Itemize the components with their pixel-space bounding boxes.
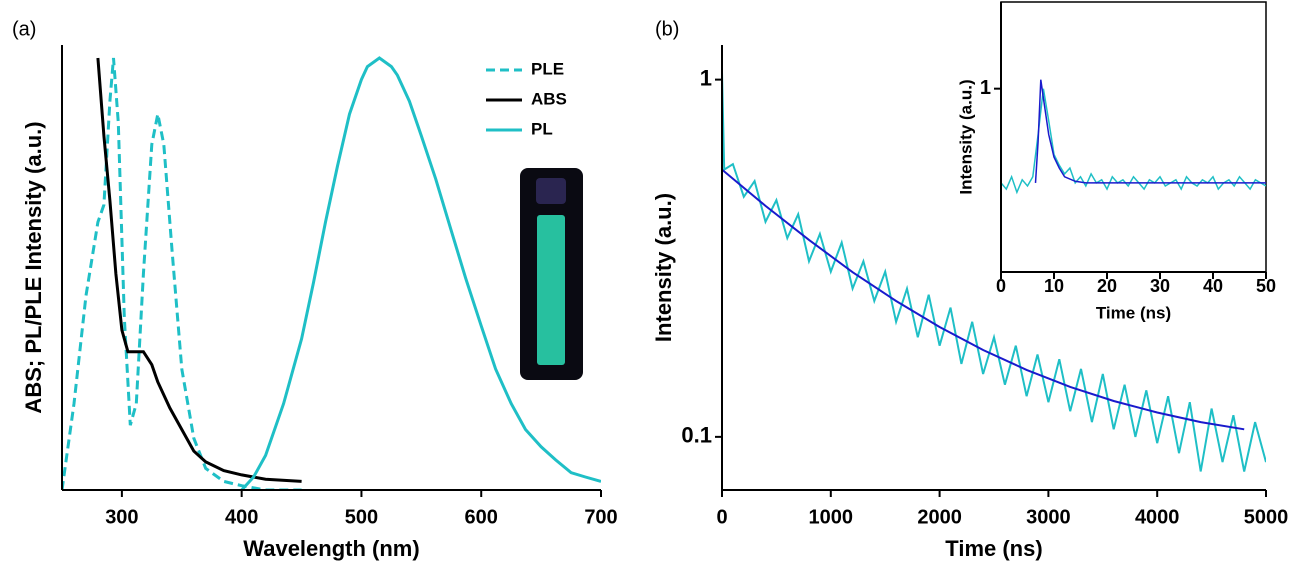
x-tick-label: 10 — [1044, 276, 1064, 296]
panel: 0 10 20 30 40 50 1 Time (ns) Intensity (a.u.) — [956, 1, 1276, 322]
x-tick-label: 20 — [1097, 276, 1117, 296]
y-axis-title: Intensity (a.u.) — [651, 193, 676, 342]
x-tick-label: 0 — [716, 506, 727, 528]
x-tick-label: 3000 — [1026, 506, 1071, 528]
legend-label: PL — [531, 119, 553, 138]
x-tick-label: 1000 — [809, 506, 854, 528]
vial-cap — [536, 178, 566, 204]
y-axis-title: Intensity (a.u.) — [956, 79, 975, 194]
x-tick-label: 700 — [584, 506, 617, 528]
vial-photo — [520, 168, 583, 380]
x-tick-label: 500 — [345, 506, 378, 528]
x-tick-label: 300 — [105, 506, 138, 528]
series-line — [722, 168, 1245, 431]
series-line — [96, 57, 302, 483]
y-tick-label: 0.1 — [681, 423, 712, 448]
inset-frame — [1000, 1, 1267, 273]
x-tick-label: 30 — [1150, 276, 1170, 296]
legend-label: ABS — [531, 89, 567, 108]
series-line — [62, 57, 302, 490]
y-tick-label: 1 — [700, 65, 712, 90]
x-tick-label: 4000 — [1135, 506, 1180, 528]
x-tick-label: 0 — [996, 276, 1006, 296]
x-tick-label: 5000 — [1244, 506, 1289, 528]
vial-liquid — [537, 215, 565, 365]
legend-label: PLE — [531, 59, 564, 78]
series-line — [1001, 88, 1266, 195]
x-tick-label: 400 — [225, 506, 258, 528]
series-line — [240, 56, 601, 490]
y-axis-title: ABS; PL/PLE Intensity (a.u.) — [21, 121, 46, 413]
x-tick-label: 600 — [465, 506, 498, 528]
x-axis-title: Time (ns) — [1096, 303, 1171, 322]
panel-label: (a) — [12, 18, 36, 40]
panel: 300 400 500 600 700 Wavelength (nm) ABS; PL/PL… — [12, 18, 618, 561]
series-line — [722, 72, 1266, 472]
series-line — [1034, 79, 1266, 184]
panel-label: (b) — [655, 18, 679, 40]
panel: 0 1000 2000 3000 4000 5000 0.1 1 Time (ns) Intens… — [651, 18, 1288, 561]
x-tick-label: 40 — [1203, 276, 1223, 296]
x-tick-label: 50 — [1256, 276, 1276, 296]
x-axis-title: Wavelength (nm) — [243, 536, 419, 561]
y-tick-label: 1 — [980, 77, 991, 99]
x-tick-label: 2000 — [917, 506, 962, 528]
x-axis-title: Time (ns) — [945, 536, 1042, 561]
